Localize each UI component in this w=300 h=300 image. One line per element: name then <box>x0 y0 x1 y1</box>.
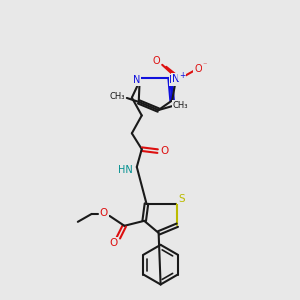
Text: S: S <box>178 194 184 204</box>
Text: O: O <box>110 238 118 248</box>
Text: O: O <box>100 208 108 218</box>
Text: +: + <box>179 71 185 80</box>
Text: N: N <box>169 75 177 85</box>
Text: O: O <box>160 146 169 156</box>
Text: N: N <box>133 75 140 85</box>
Text: O: O <box>152 56 160 66</box>
Text: CH₃: CH₃ <box>109 92 125 101</box>
Text: N: N <box>172 74 180 84</box>
Text: HN: HN <box>118 165 132 175</box>
Text: ⁻: ⁻ <box>202 60 207 69</box>
Text: CH₃: CH₃ <box>172 100 188 109</box>
Text: O: O <box>194 64 202 74</box>
